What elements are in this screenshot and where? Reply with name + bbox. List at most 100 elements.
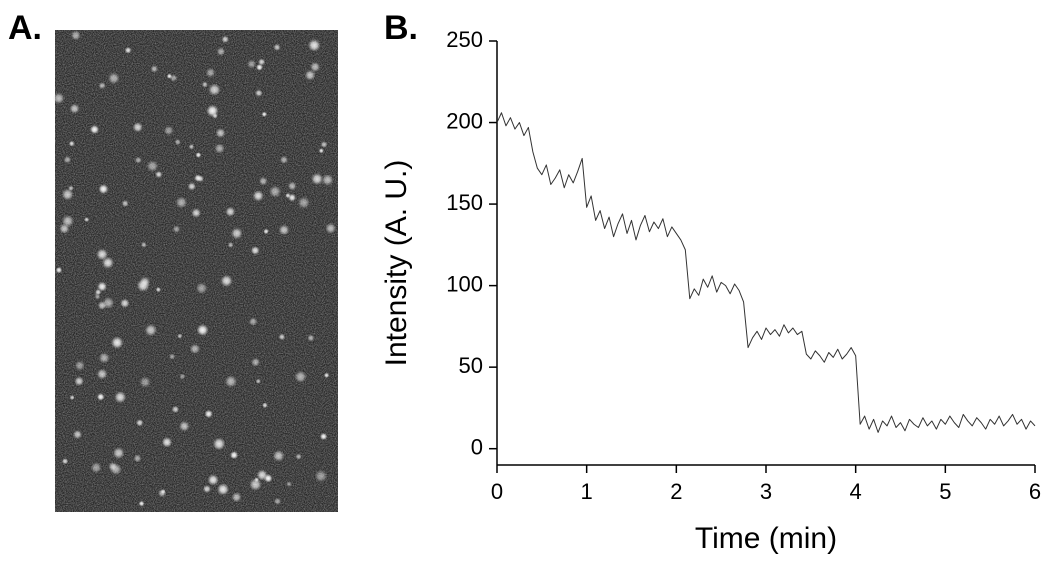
fluorescent-spot (224, 375, 238, 388)
fluorescent-spot (97, 281, 108, 292)
fluorescent-spot (319, 432, 328, 441)
fluorescent-spot (108, 461, 118, 472)
fluorescent-spot (172, 225, 181, 234)
fluorescent-spot (323, 372, 330, 379)
fluorescent-spot (204, 409, 213, 419)
fluorescent-spot (272, 449, 285, 462)
fluorescent-spot (191, 208, 202, 218)
fluorescent-spot (216, 47, 226, 56)
x-tick-label: 1 (581, 479, 593, 504)
fluorescent-spot (187, 182, 196, 191)
fluorescent-spot (90, 462, 102, 474)
fluorescent-spot (248, 317, 258, 326)
fluorescent-spot (107, 72, 120, 85)
fluorescent-spot (310, 172, 324, 186)
fluorescent-spot (138, 500, 145, 507)
fluorescent-spot (163, 125, 174, 136)
fluorescent-spot (63, 155, 72, 164)
fluorescent-spot (205, 67, 216, 78)
fluorescent-spot (94, 288, 102, 296)
fluorescent-spot (52, 92, 65, 105)
fluorescent-spot (207, 474, 219, 486)
chart: 0 50 100 150 200 250 0 1 2 3 4 5 6 Time (min) Intensit… (380, 27, 1041, 555)
fluorescent-spot (201, 81, 208, 88)
fluorescent-spot (307, 38, 321, 52)
fluorescent-spot (285, 192, 291, 199)
y-tick-label: 0 (471, 435, 483, 460)
fluorescent-spot (124, 46, 132, 54)
x-tick-label: 0 (491, 479, 503, 504)
fluorescent-spot (175, 196, 188, 209)
fluorescent-spot (68, 140, 75, 147)
y-tick-label: 200 (446, 108, 483, 133)
fluorescent-spot (202, 484, 212, 494)
fluorescent-spot (174, 138, 181, 146)
fluorescent-spot (287, 181, 297, 191)
x-tick-label: 3 (760, 479, 772, 504)
fluorescent-spot (286, 481, 292, 487)
fluorescent-spot (144, 323, 158, 337)
fluorescent-spot (294, 370, 307, 383)
fluorescent-spot (189, 343, 201, 355)
fluorescent-spot (278, 333, 286, 341)
fluorescent-spot (249, 478, 262, 491)
fluorescent-spot (84, 217, 90, 223)
fluorescent-spot (314, 469, 328, 483)
fluorescent-spot (258, 58, 266, 66)
fluorescent-spot (178, 420, 190, 432)
fluorescent-spot (230, 227, 243, 240)
fluorescent-spot (195, 282, 208, 295)
x-axis-title: Time (min) (695, 522, 837, 555)
fluorescent-spot (221, 35, 229, 44)
fluorescent-spot (69, 394, 75, 401)
fluorescent-spot (140, 241, 147, 248)
fluorescent-spot (139, 376, 151, 388)
fluorescent-spot (262, 402, 268, 409)
fluorescent-spot (231, 492, 242, 503)
fluorescent-spot (68, 185, 74, 192)
x-tick-label: 5 (939, 479, 951, 504)
fluorescent-spot (139, 276, 151, 288)
fluorescent-spot (254, 477, 260, 483)
fluorescent-spot (61, 458, 69, 465)
fluorescent-spot (252, 190, 264, 202)
panel-label: A. (8, 9, 42, 47)
fluorescent-spot (295, 453, 302, 460)
fluorescent-spot (161, 436, 173, 448)
y-tick-label: 50 (459, 353, 483, 378)
fluorescent-spot (61, 214, 75, 228)
fluorescent-spot (325, 222, 337, 234)
fluorescent-spot (227, 242, 234, 248)
fluorescent-spot (96, 248, 109, 261)
fluorescent-spot (304, 69, 316, 81)
fluorescent-spot (114, 391, 127, 404)
fluorescent-spot (135, 419, 144, 427)
fluorescent-spot (112, 447, 125, 460)
fluorescent-spot (168, 353, 176, 360)
fluorescent-spot (74, 376, 84, 387)
fluorescent-spot (166, 73, 173, 79)
fluorescent-spot (307, 334, 315, 342)
fluorescent-spot (274, 497, 282, 505)
fluorescent-spot (225, 206, 236, 217)
fluorescent-spot (70, 30, 81, 41)
fluorescent-spot (101, 256, 115, 269)
fluorescent-spot (278, 224, 290, 236)
fluorescent-spot (121, 199, 129, 207)
y-tick-label: 100 (446, 271, 483, 296)
fluorescent-spot (214, 143, 225, 154)
fluorescent-spot (194, 174, 202, 182)
fluorescent-spot (255, 378, 261, 384)
fluorescent-spot (246, 59, 257, 69)
fluorescent-spot (251, 357, 261, 367)
fluorescent-spot (196, 323, 209, 337)
fluorescent-spot (155, 170, 163, 179)
fluorescent-spot (72, 429, 83, 440)
fluorescent-spot (61, 188, 74, 201)
fluorescent-spot (97, 301, 107, 310)
fluorescent-spot (133, 454, 142, 463)
fluorescent-spot (188, 143, 195, 150)
fluorescent-spot (177, 333, 183, 339)
fluorescent-spot (195, 152, 202, 158)
